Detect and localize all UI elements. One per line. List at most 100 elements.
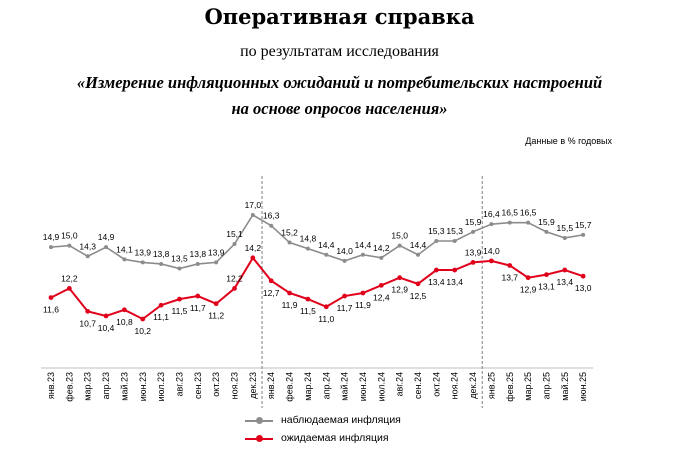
- data-label-expected: 11,5: [300, 306, 316, 316]
- data-point-expected: [415, 281, 421, 287]
- data-label-observed: 14,9: [98, 232, 115, 242]
- data-point-observed: [342, 258, 347, 263]
- data-label-observed: 13,8: [153, 249, 170, 259]
- x-tick-label: янв.23: [46, 372, 56, 399]
- units-note: Данные в % годовых: [525, 136, 612, 146]
- series-line-observed: [50, 213, 584, 270]
- data-label-observed: 14,0: [336, 246, 353, 256]
- data-label-expected: 10,2: [134, 326, 151, 336]
- data-label-observed: 13,5: [171, 254, 188, 264]
- data-point-observed: [397, 243, 402, 248]
- data-point-observed: [324, 252, 329, 257]
- x-tick-label: май.25: [560, 372, 570, 401]
- data-point-expected: [85, 308, 91, 314]
- data-point-observed: [452, 239, 457, 243]
- data-label-observed: 17,0: [245, 200, 262, 210]
- x-tick-label: ноя.23: [230, 372, 240, 399]
- data-point-observed: [489, 222, 494, 227]
- data-point-observed: [177, 266, 182, 271]
- data-point-expected: [360, 290, 366, 296]
- data-point-observed: [140, 260, 145, 265]
- data-point-observed: [104, 245, 109, 250]
- data-label-expected: 11,7: [337, 303, 353, 313]
- data-label-observed: 13,9: [134, 247, 151, 257]
- data-label-expected: 12,5: [410, 291, 427, 301]
- data-label-observed: 15,5: [557, 223, 574, 233]
- data-label-expected: 11,6: [43, 305, 59, 315]
- data-point-observed: [49, 245, 53, 250]
- x-tick-label: июн.24: [358, 372, 368, 401]
- data-label-observed: 16,3: [263, 211, 280, 221]
- data-label-observed: 15,3: [446, 226, 463, 236]
- x-tick-label: янв.24: [266, 372, 276, 399]
- x-tick-label: дек.23: [248, 372, 258, 399]
- data-point-expected: [66, 286, 72, 291]
- data-point-expected: [250, 255, 256, 261]
- data-point-observed: [305, 246, 310, 251]
- data-point-observed: [287, 240, 292, 245]
- data-point-expected: [452, 267, 458, 273]
- data-point-expected: [507, 263, 513, 268]
- data-point-expected: [305, 296, 311, 302]
- data-point-observed: [67, 243, 72, 248]
- data-label-expected: 12,4: [373, 292, 390, 302]
- data-label-expected: 14,2: [245, 243, 262, 253]
- data-point-expected: [268, 278, 274, 284]
- data-point-observed: [379, 255, 384, 260]
- data-point-expected: [470, 260, 476, 265]
- data-label-expected: 12,9: [391, 285, 408, 295]
- legend-label-observed: наблюдаемая инфляция: [281, 414, 401, 426]
- study-title-line2: на основе опросов населения»: [231, 99, 448, 118]
- data-label-expected: 11,9: [355, 300, 371, 310]
- data-point-observed: [214, 260, 219, 265]
- data-point-observed: [269, 223, 274, 228]
- data-label-observed: 15,9: [465, 217, 482, 227]
- data-point-expected: [378, 282, 384, 288]
- legend-label-expected: ожидаемая инфляция: [281, 432, 389, 444]
- data-point-expected: [544, 272, 549, 278]
- data-point-expected: [195, 293, 201, 299]
- data-point-observed: [195, 261, 200, 266]
- x-tick-label: апр.25: [541, 372, 551, 399]
- x-tick-label: май.23: [119, 372, 129, 401]
- data-point-observed: [122, 257, 127, 262]
- data-label-expected: 11,0: [318, 314, 334, 324]
- x-tick-label: мар.23: [83, 372, 93, 401]
- data-label-observed: 15,7: [575, 220, 592, 230]
- data-label-observed: 14,2: [373, 243, 390, 253]
- data-point-expected: [287, 290, 292, 296]
- data-label-expected: 13,7: [501, 272, 518, 282]
- data-label-expected: 13,4: [446, 277, 463, 287]
- data-label-observed: 14,8: [300, 234, 317, 244]
- page-title: Оперативная справка: [204, 4, 475, 29]
- x-tick-label: окт.23: [211, 372, 221, 397]
- data-label-observed: 15,2: [281, 228, 298, 238]
- data-point-observed: [526, 220, 531, 225]
- legend-marker-observed: [256, 417, 263, 424]
- data-point-observed: [250, 213, 255, 217]
- data-label-observed: 13,8: [190, 249, 207, 259]
- data-label-expected: 10,8: [116, 317, 133, 327]
- page-subtitle: по результатам исследования: [240, 43, 439, 60]
- data-label-observed: 15,3: [428, 226, 445, 236]
- data-label-observed: 16,5: [501, 208, 518, 218]
- data-label-expected: 14,0: [483, 246, 500, 256]
- data-label-observed: 14,4: [318, 240, 335, 250]
- data-label-expected: 12,2: [226, 273, 243, 283]
- data-point-expected: [103, 313, 109, 319]
- x-tick-label: авг.23: [174, 372, 184, 396]
- data-point-observed: [159, 261, 164, 266]
- data-label-expected: 11,7: [190, 303, 206, 313]
- x-tick-label: фев.24: [285, 372, 295, 402]
- data-point-expected: [158, 302, 164, 308]
- data-point-expected: [433, 267, 439, 273]
- data-label-expected: 13,1: [538, 282, 555, 292]
- x-tick-label: июн.25: [578, 372, 588, 401]
- data-label-expected: 13,0: [575, 283, 592, 293]
- x-tick-label: дек.24: [468, 372, 478, 399]
- x-tick-label: апр.24: [321, 372, 331, 399]
- data-label-expected: 13,4: [428, 277, 445, 287]
- data-label-observed: 14,4: [410, 240, 427, 250]
- legend-marker-expected: [256, 435, 263, 442]
